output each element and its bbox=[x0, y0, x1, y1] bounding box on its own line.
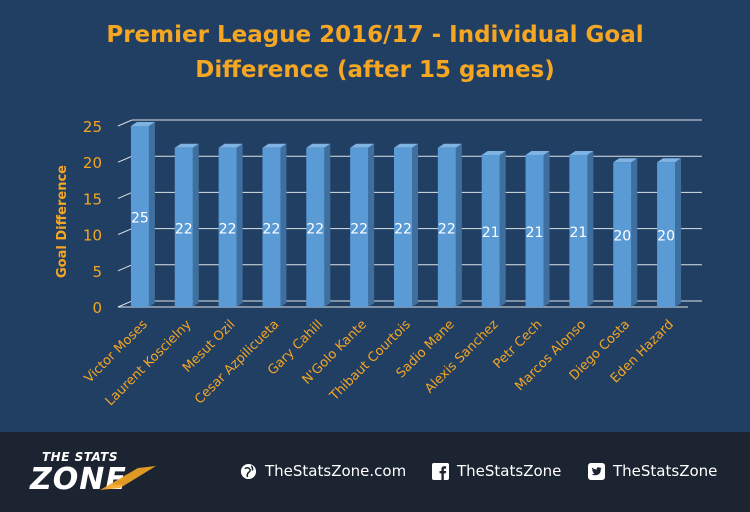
bar-value-label: 22 bbox=[350, 221, 368, 237]
bar bbox=[569, 154, 588, 307]
y-tick-label: 10 bbox=[83, 227, 102, 245]
bar bbox=[130, 126, 149, 307]
bar-side bbox=[587, 150, 594, 307]
chart-area: Premier League 2016/17 - Individual Goal… bbox=[55, 22, 702, 410]
facebook-link[interactable]: TheStatsZone bbox=[432, 462, 561, 480]
y-axis-label: Goal Difference bbox=[55, 165, 70, 278]
bar-value-label: 21 bbox=[569, 225, 587, 241]
bar-top bbox=[306, 143, 331, 148]
bar-value-label: 22 bbox=[263, 221, 281, 237]
bar-side bbox=[412, 143, 418, 307]
gridline-side bbox=[117, 155, 133, 163]
bar bbox=[350, 147, 369, 307]
bar-top bbox=[569, 150, 594, 155]
bar-top bbox=[394, 143, 418, 148]
website-link[interactable]: TheStatsZone.com bbox=[240, 462, 406, 480]
chart-title-line2: Difference (after 15 games) bbox=[195, 57, 555, 83]
twitter-text: TheStatsZone bbox=[613, 462, 718, 480]
bar bbox=[262, 147, 281, 307]
bar-top bbox=[437, 143, 462, 148]
bar bbox=[481, 154, 500, 307]
y-tick-label: 15 bbox=[83, 190, 102, 208]
bar bbox=[306, 147, 325, 307]
bar-top bbox=[262, 143, 287, 148]
bar bbox=[657, 162, 676, 307]
website-text: TheStatsZone.com bbox=[265, 462, 407, 480]
bar-value-label: 21 bbox=[482, 225, 500, 241]
gridline-side bbox=[117, 119, 133, 127]
bar-side bbox=[236, 143, 243, 307]
bar-value-label: 20 bbox=[657, 229, 675, 245]
gridline-side bbox=[117, 300, 133, 308]
gridline-side bbox=[117, 191, 133, 199]
bar bbox=[218, 147, 237, 307]
bar-side bbox=[543, 150, 550, 307]
bar-value-label: 22 bbox=[438, 221, 456, 237]
y-tick-label: 5 bbox=[92, 263, 102, 281]
x-tick-label: Cesar Azpilicueta bbox=[192, 317, 282, 407]
bar-value-label: 22 bbox=[394, 221, 412, 237]
facebook-text: TheStatsZone bbox=[457, 462, 562, 480]
logo-bottom-text: ZONE bbox=[30, 462, 127, 497]
y-tick-label: 0 bbox=[92, 299, 102, 317]
bar-side bbox=[368, 143, 375, 307]
logo-top-text: THE STATS bbox=[42, 450, 118, 464]
bar-top bbox=[218, 143, 243, 148]
bar-side bbox=[280, 143, 287, 307]
bar-value-label: 21 bbox=[526, 225, 544, 241]
gridline-side bbox=[117, 264, 133, 272]
bar-top bbox=[525, 150, 550, 155]
bar-side bbox=[675, 158, 682, 307]
bar-value-label: 22 bbox=[306, 221, 324, 237]
bar-top bbox=[657, 158, 682, 163]
bar bbox=[174, 147, 193, 307]
footer: THE STATS ZONE TheStatsZone.com TheStats… bbox=[0, 432, 750, 512]
bar-value-label: 20 bbox=[613, 229, 631, 245]
x-tick-label: Thibaut Courtois bbox=[326, 317, 414, 405]
facebook-icon bbox=[432, 462, 449, 480]
y-tick-label: 20 bbox=[83, 154, 102, 172]
globe-icon bbox=[240, 463, 257, 479]
logo: THE STATS ZONE bbox=[28, 450, 158, 498]
logo-swoosh bbox=[100, 466, 156, 490]
bar-top bbox=[130, 122, 155, 126]
chart-title-line1: Premier League 2016/17 - Individual Goal bbox=[106, 22, 644, 48]
bar-value-label: 25 bbox=[131, 211, 149, 227]
y-tick-label: 25 bbox=[83, 118, 102, 136]
bar-side bbox=[455, 143, 462, 307]
bar-top bbox=[350, 143, 375, 148]
bar bbox=[525, 154, 544, 307]
bar bbox=[437, 147, 456, 307]
bar-value-label: 22 bbox=[219, 221, 237, 237]
bar-top bbox=[481, 150, 506, 155]
bar bbox=[613, 162, 632, 307]
bar bbox=[394, 147, 412, 307]
gridline-side bbox=[117, 228, 133, 236]
bar-side bbox=[324, 143, 331, 307]
bar-top bbox=[613, 158, 638, 163]
bar-top bbox=[174, 143, 199, 148]
bar-side bbox=[192, 143, 199, 307]
bar-side bbox=[148, 122, 155, 307]
bar-side bbox=[631, 158, 638, 307]
twitter-icon bbox=[588, 462, 605, 480]
bar-value-label: 22 bbox=[175, 221, 193, 237]
bar-side bbox=[499, 150, 506, 307]
twitter-link[interactable]: TheStatsZone bbox=[588, 462, 717, 480]
